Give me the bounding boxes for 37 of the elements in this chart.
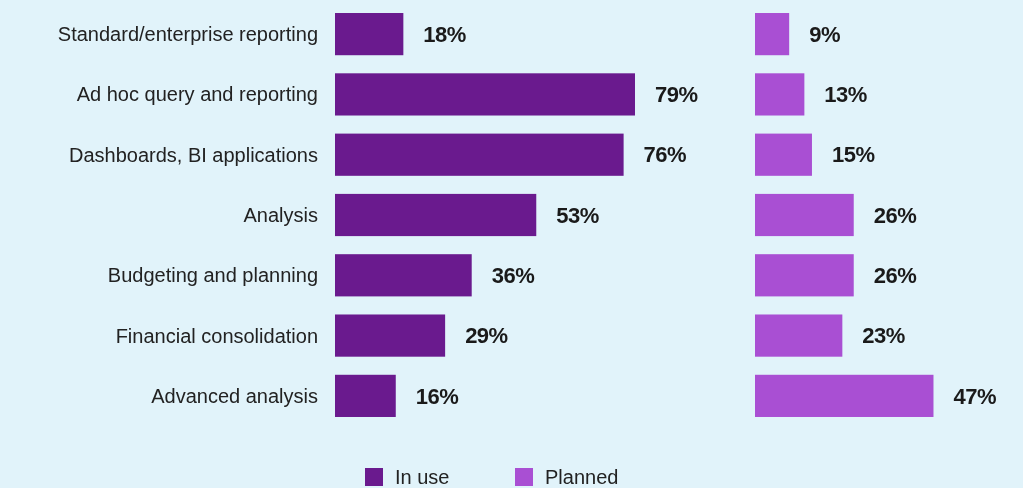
bar [335, 73, 635, 116]
y-tick-label: Standard/enterprise reporting [57, 23, 318, 46]
data-label: 47% [953, 383, 997, 409]
data-label: 79% [655, 82, 698, 108]
y-tick-label: Analysis [243, 204, 318, 226]
data-label: 13% [824, 82, 867, 108]
data-label: 36% [491, 262, 535, 288]
data-label: 76% [643, 142, 687, 168]
bar [335, 374, 396, 417]
bar [755, 374, 934, 417]
legend-label: In use [395, 466, 450, 488]
bar [755, 314, 843, 357]
bar [755, 13, 790, 56]
bar [335, 314, 446, 357]
data-label: 53% [556, 202, 599, 228]
y-tick-label: Budgeting and planning [107, 264, 318, 287]
data-label: 18% [423, 21, 466, 47]
legend-label: Planned [545, 466, 619, 488]
bar [755, 193, 854, 237]
y-tick-label: Dashboards, BI applications [68, 143, 318, 166]
y-tick-label: Financial consolidation [115, 324, 318, 347]
data-label: 26% [873, 202, 917, 228]
bar [755, 254, 854, 297]
bar [335, 193, 537, 237]
data-label: 16% [415, 383, 459, 409]
data-label: 26% [873, 262, 917, 288]
y-tick-label: Advanced analysis [151, 384, 318, 407]
data-label: 9% [809, 21, 840, 47]
y-tick-label: Ad hoc query and reporting [76, 83, 318, 106]
bar [335, 254, 472, 297]
data-label: 29% [465, 323, 508, 349]
data-label: 23% [862, 323, 905, 349]
bar [755, 73, 805, 116]
bar [335, 13, 404, 56]
data-label: 15% [831, 142, 875, 168]
bar [335, 133, 624, 176]
bar [755, 133, 812, 176]
